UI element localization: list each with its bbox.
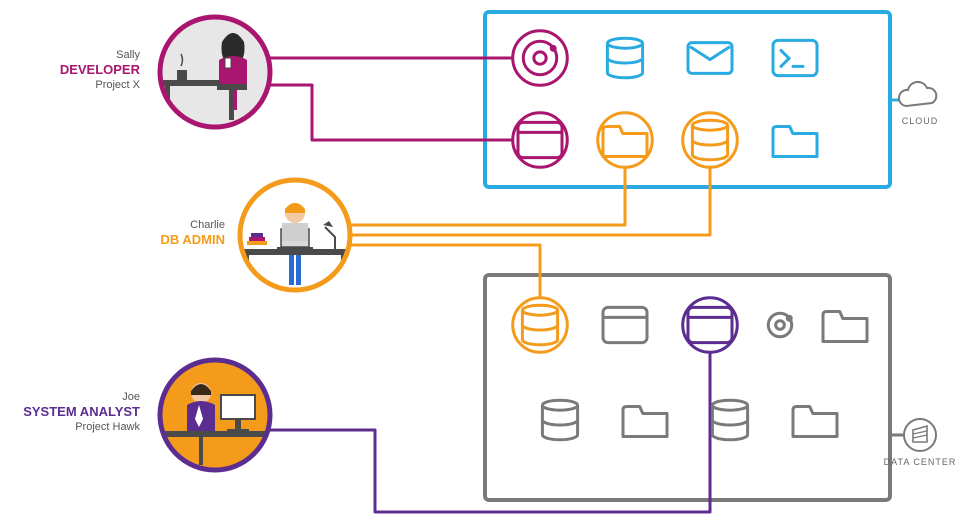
svg-text:DEVELOPER: DEVELOPER bbox=[60, 62, 141, 77]
svg-text:DATA CENTER: DATA CENTER bbox=[884, 457, 957, 467]
svg-text:DB ADMIN: DB ADMIN bbox=[160, 232, 225, 247]
svg-text:Charlie: Charlie bbox=[190, 219, 225, 231]
svg-text:Joe: Joe bbox=[122, 391, 140, 403]
svg-text:Project X: Project X bbox=[95, 79, 140, 91]
svg-text:SYSTEM ANALYST: SYSTEM ANALYST bbox=[23, 404, 140, 419]
svg-text:Sally: Sally bbox=[116, 49, 140, 61]
svg-text:CLOUD: CLOUD bbox=[902, 116, 939, 126]
svg-text:Project Hawk: Project Hawk bbox=[75, 421, 140, 433]
